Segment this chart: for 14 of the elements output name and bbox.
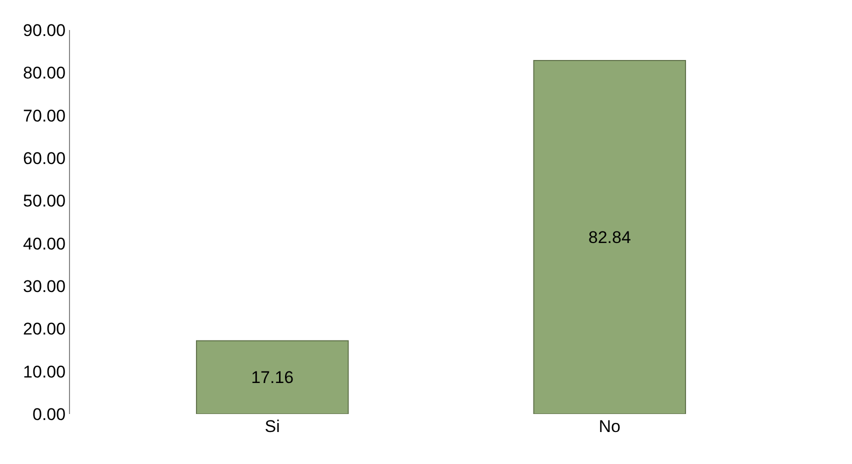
x-tick-label: Si [264, 417, 280, 436]
y-tick-label: 60.00 [23, 148, 66, 168]
y-tick-label: 20.00 [23, 320, 66, 339]
y-tick-label: 50.00 [23, 192, 66, 211]
y-tick-label: 0.00 [32, 404, 66, 424]
x-tick-label: No [598, 417, 621, 436]
y-tick-label: 10.00 [23, 362, 66, 382]
y-tick-label: 30.00 [23, 276, 66, 296]
data-label: 82.84 [588, 228, 631, 247]
y-tick-label: 90.00 [23, 20, 66, 40]
data-label: 17.16 [251, 368, 294, 387]
y-tick-label: 70.00 [23, 106, 66, 126]
y-tick-label: 80.00 [23, 64, 66, 83]
y-tick-label: 40.00 [23, 234, 66, 254]
